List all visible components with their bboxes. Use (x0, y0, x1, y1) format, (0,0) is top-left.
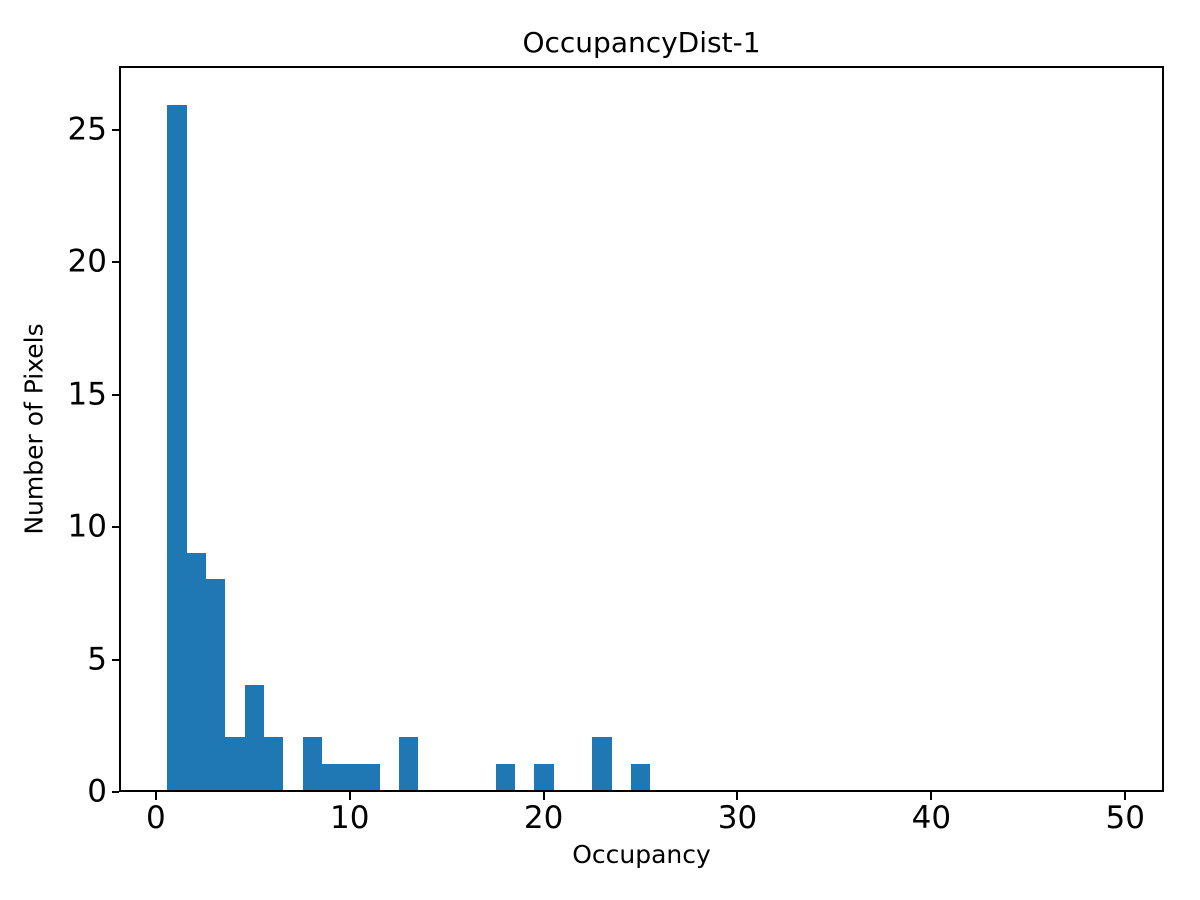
histogram-bar (244, 684, 264, 790)
histogram-bar (205, 579, 226, 790)
x-tick-mark (1124, 792, 1127, 800)
x-tick-label: 20 (523, 800, 564, 836)
x-tick-label: 50 (1105, 800, 1145, 836)
x-tick-mark (154, 792, 157, 800)
y-tick-mark (112, 526, 119, 529)
y-tick-label: 15 (67, 376, 107, 413)
y-tick-mark (112, 393, 119, 396)
y-tick-mark (112, 658, 119, 661)
plot-area (119, 66, 1164, 792)
x-axis: 0 10 20 30 40 50 (119, 792, 1164, 852)
histogram-bar (399, 737, 419, 790)
y-tick-label: 5 (87, 641, 107, 678)
y-tick-mark (112, 128, 119, 131)
x-tick-mark (736, 792, 739, 800)
x-tick-label: 10 (329, 800, 370, 836)
histogram-bar (302, 737, 322, 790)
histogram-bar (534, 763, 554, 790)
y-tick-mark (112, 261, 119, 264)
x-axis-label: Occupancy (572, 840, 711, 869)
y-tick-label: 10 (67, 508, 107, 545)
y-axis: 0 5 10 15 20 25 (0, 66, 119, 807)
y-tick-mark (112, 791, 119, 793)
x-tick-mark (542, 792, 545, 800)
x-tick-label: 30 (717, 800, 758, 836)
histogram-bar (360, 763, 380, 790)
x-tick-label: 0 (145, 800, 166, 836)
histogram-bar (225, 737, 245, 790)
histogram-bar (167, 104, 187, 790)
chart-title: OccupancyDist-1 (522, 26, 761, 59)
x-tick-label: 40 (911, 800, 952, 836)
bars-layer (121, 68, 1162, 790)
y-tick-label: 0 (87, 773, 107, 810)
x-tick-mark (930, 792, 933, 800)
y-axis-label: Number of Pixels (19, 323, 49, 535)
histogram-bar (263, 737, 284, 790)
histogram-bar (592, 737, 612, 790)
histogram-bar (341, 763, 361, 790)
histogram-bar (186, 552, 206, 790)
x-tick-mark (348, 792, 351, 800)
histogram-bar (630, 763, 651, 790)
histogram-bar (321, 763, 342, 790)
y-tick-label: 20 (67, 243, 107, 280)
histogram-bar (495, 763, 515, 790)
y-tick-label: 25 (67, 111, 107, 148)
